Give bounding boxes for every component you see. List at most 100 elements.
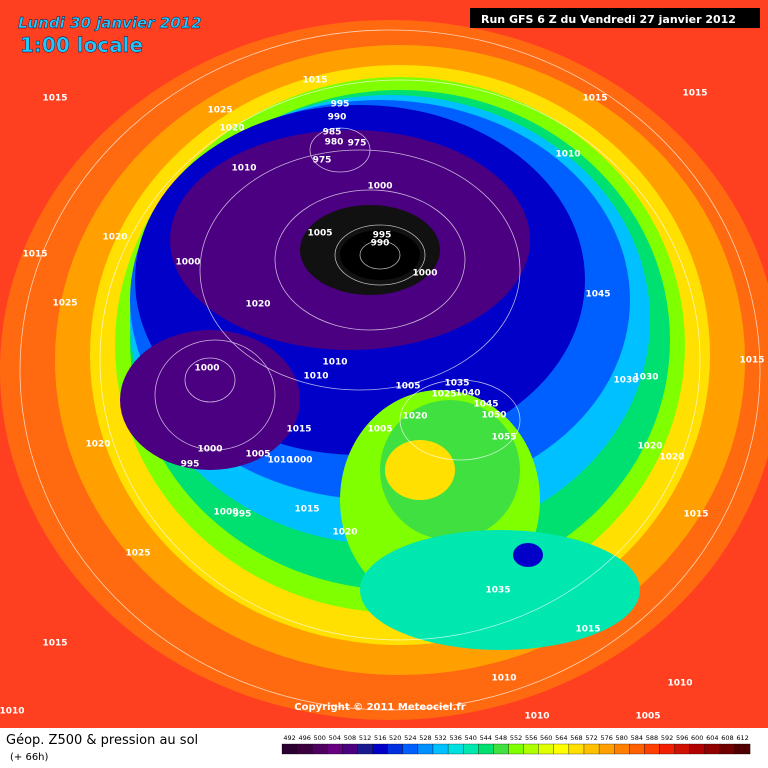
legend-swatch [583,743,600,755]
isobar-label: 1000 [287,456,312,466]
legend-swatch [523,743,539,755]
legend-label: 532 [434,734,446,742]
legend-swatch [704,743,721,755]
isobar-label: 1020 [102,233,127,243]
legend-swatch [387,743,403,755]
isobar-label: 1015 [42,94,67,104]
isobar-label: 1010 [491,674,516,684]
isobar-label: 1015 [22,250,47,260]
run-info: Run GFS 6 Z du Vendredi 27 janvier 2012 [481,13,736,26]
legend-label: 580 [616,734,628,742]
legend-swatch [342,743,358,755]
isobar-label: 975 [348,139,367,149]
isobar-label: 1025 [207,106,232,116]
isobar-label: 1055 [491,433,516,443]
legend-swatch [327,743,343,755]
isobar-label: 1020 [402,412,427,422]
isobar-label: 1015 [286,425,311,435]
legend-swatch [493,743,509,755]
legend-swatch [312,743,328,755]
isobar-label: 1025 [52,299,77,309]
legend-swatch [674,743,690,755]
isobar-label: 1015 [575,625,600,635]
isobar-label: 1020 [332,528,357,538]
legend-label: 612 [736,734,748,742]
legend-swatch [659,743,675,755]
legend-swatch [447,743,464,755]
legend-label: 516 [374,734,386,742]
copyright: Copyright © 2011 Meteociel.fr [294,702,465,713]
isobar-label: 1015 [582,94,607,104]
legend-label: 600 [691,734,703,742]
legend-swatch [538,743,554,755]
isobar-label: 1005 [635,712,660,722]
legend-label: 608 [721,734,733,742]
isobar-label: 1035 [485,586,510,596]
isobar-label: 1000 [412,269,437,279]
legend-label: 508 [344,734,356,742]
isobar-label: 1010 [555,150,580,160]
legend-swatch [598,743,615,755]
legend-swatch [734,743,751,755]
isobar-label: 1005 [307,229,332,239]
isobar-label: 1015 [739,356,764,366]
isobar-label: 1045 [473,400,498,410]
isobar-label: 1020 [245,300,270,310]
legend-label: 504 [329,734,341,742]
legend-label: 544 [480,734,492,742]
isobar-label: 1005 [367,425,392,435]
legend-label: 512 [359,734,371,742]
isobar-label: 1010 [267,456,292,466]
legend-swatch [719,743,736,755]
isobar-label: 1005 [395,382,420,392]
legend-label: 536 [449,734,461,742]
legend-label: 588 [646,734,658,742]
isobar-label: 1010 [524,712,549,722]
map-field [0,0,768,728]
isobar-label: 1015 [682,89,707,99]
legend-swatch [553,743,570,755]
footer-lead: (+ 66h) [10,752,49,763]
legend-label: 548 [495,734,507,742]
isobar-label: 1005 [245,450,270,460]
isobar-label: 995 [181,460,200,470]
map-time: 1:00 locale [20,33,143,57]
legend-label: 552 [510,734,522,742]
legend-label: 564 [555,734,567,742]
legend-swatch [568,743,585,755]
isobar-label: 1050 [481,411,506,421]
legend-swatch [372,743,388,755]
isobar-label: 985 [323,128,342,138]
isobar-label: 1020 [659,453,684,463]
isobar-label: 1000 [194,364,219,374]
isobar-label: 1025 [125,549,150,559]
legend-label: 584 [631,734,643,742]
isobar-label: 1015 [302,76,327,86]
legend-swatch [644,743,660,755]
isobar-label: 1010 [303,372,328,382]
isobar-label: 1040 [455,389,480,399]
isobar-label: 995 [373,231,392,241]
isobar-label: 1000 [213,508,238,518]
isobar-label: 1000 [175,258,200,268]
isobar-label: 995 [233,510,252,520]
isobar-label: 1010 [0,707,25,717]
legend-swatch [281,743,298,755]
legend-label: 524 [404,734,416,742]
isobar-label: 1020 [637,442,662,452]
legend-swatch [614,743,630,755]
isobar-label: 1000 [197,445,222,455]
legend-label: 520 [389,734,401,742]
legend-swatch [296,743,313,755]
footer-title: Géop. Z500 & pression au sol [6,733,198,748]
legend-label: 492 [283,734,295,742]
isobar-label: 1020 [85,440,110,450]
isobar-label: 1000 [367,182,392,192]
isobar-label: 1020 [219,124,244,134]
legend-swatch [417,743,434,755]
legend-label: 604 [706,734,718,742]
isobar-label: 1010 [322,358,347,368]
legend-label: 568 [570,734,582,742]
